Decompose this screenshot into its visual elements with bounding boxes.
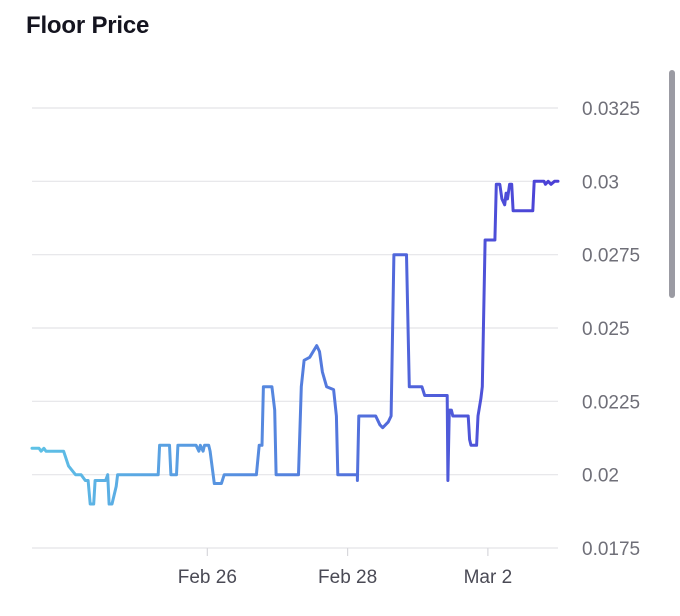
y-tick-label: 0.0225 — [582, 392, 640, 413]
grid-layer — [32, 107, 558, 549]
y-tick-label: 0.0175 — [582, 539, 640, 560]
y-tick-label: 0.025 — [582, 319, 630, 340]
x-tick-label: Mar 2 — [464, 567, 513, 588]
x-axis: Feb 26 Feb 28 Mar 2 — [178, 548, 512, 588]
chart-title: Floor Price — [26, 12, 150, 39]
y-tick-label: 0.03 — [582, 172, 619, 193]
series-layer — [30, 179, 560, 506]
vertical-scrollbar[interactable] — [669, 70, 675, 298]
x-tick-label: Feb 26 — [178, 567, 237, 588]
y-tick-label: 0.0275 — [582, 246, 640, 267]
y-tick-label: 0.02 — [582, 466, 619, 487]
floor-price-line — [30, 179, 560, 506]
x-tick-label: Feb 28 — [318, 567, 377, 588]
y-tick-label: 0.0325 — [582, 99, 640, 120]
y-axis: 0.0325 0.03 0.0275 0.025 0.0225 0.02 0.0175 — [582, 99, 640, 560]
